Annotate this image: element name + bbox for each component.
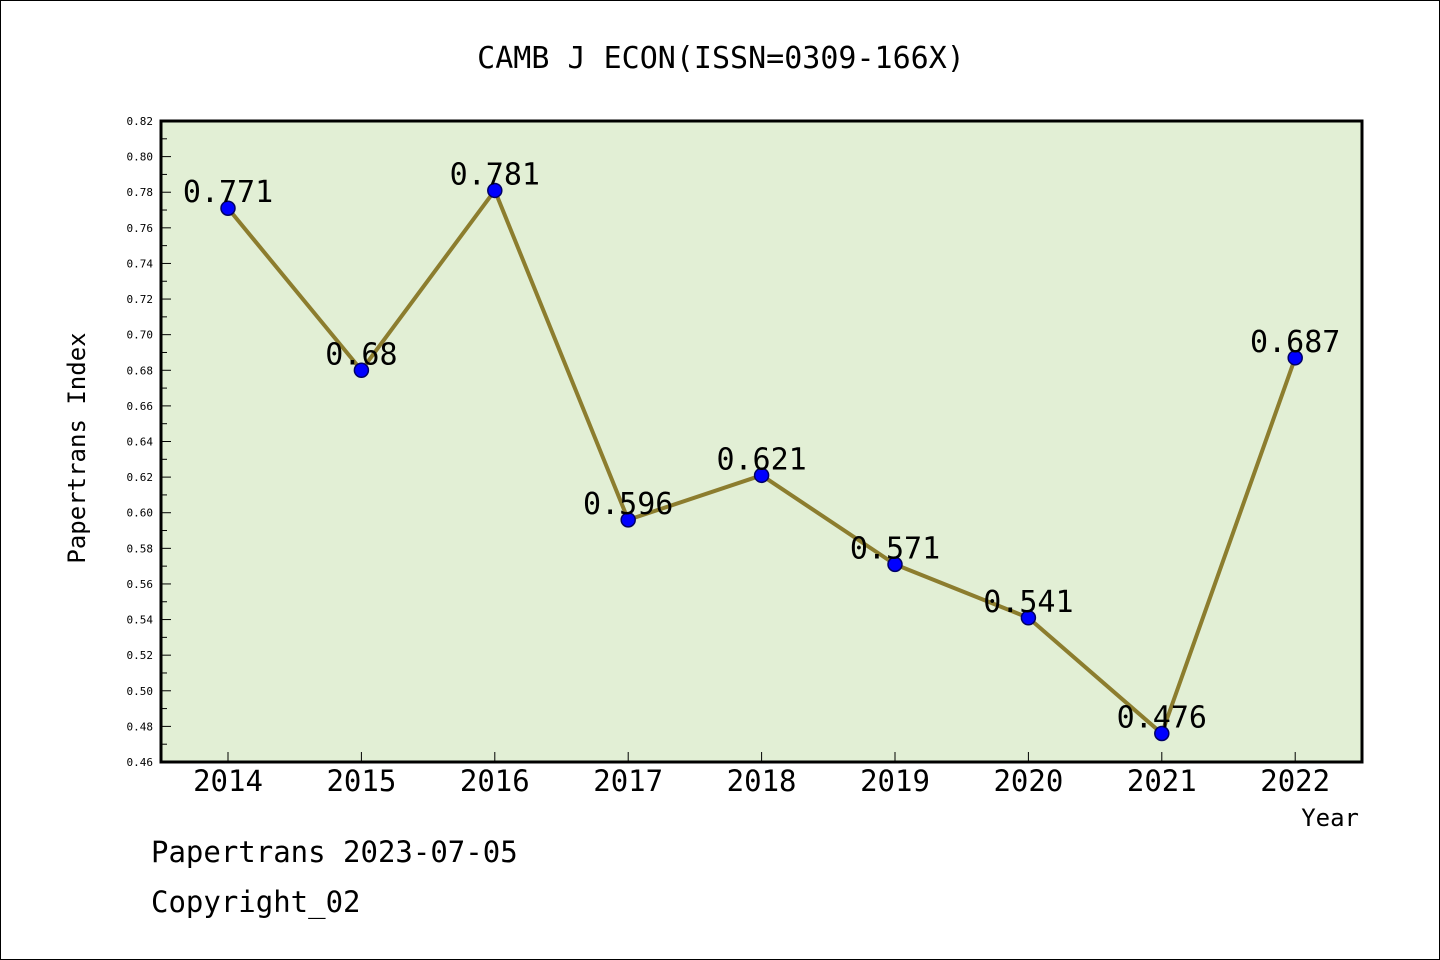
data-label: 0.541 — [983, 585, 1073, 620]
data-point — [487, 182, 503, 199]
data-label: 0.476 — [1117, 701, 1207, 736]
data-label: 0.687 — [1250, 325, 1340, 360]
y-tick-label: 0.76 — [127, 222, 154, 235]
x-tick-label: 2019 — [860, 764, 930, 798]
data-point — [753, 467, 770, 484]
plot-area — [159, 119, 1364, 764]
x-tick-label: 2020 — [993, 764, 1063, 798]
x-tick-label: 2021 — [1127, 764, 1197, 798]
data-label: 0.771 — [183, 175, 273, 210]
y-tick-label: 0.80 — [127, 151, 154, 164]
y-tick-label: 0.72 — [127, 293, 154, 306]
x-tick-label: 2016 — [460, 764, 530, 798]
x-axis-label: Year — [1301, 804, 1359, 832]
x-tick-label: 2017 — [593, 764, 663, 798]
x-tick-label: 2015 — [326, 764, 396, 798]
x-tick-label: 2014 — [193, 764, 263, 798]
footer-date: Papertrans 2023-07-05 — [151, 835, 518, 869]
y-tick-label: 0.52 — [127, 649, 154, 662]
data-point — [1020, 610, 1037, 626]
data-point — [1287, 350, 1303, 366]
y-tick-label: 0.66 — [127, 400, 154, 413]
series-markers — [220, 182, 1303, 742]
y-tick-label: 0.68 — [127, 364, 154, 377]
y-tick-label: 0.60 — [127, 507, 154, 520]
y-tick-label: 0.74 — [127, 257, 154, 270]
x-tick-label: 2018 — [727, 764, 797, 798]
data-labels: 0.771 0.68 0.781 0.596 0.621 0.571 0.541 0.476 0… — [183, 157, 1341, 735]
data-point — [353, 362, 370, 379]
y-tick-label: 0.62 — [127, 471, 154, 484]
data-point — [620, 512, 636, 528]
y-tick-label: 0.58 — [127, 542, 154, 555]
data-point — [887, 556, 903, 573]
y-tick-label: 0.50 — [127, 685, 154, 698]
y-tick-label: 0.46 — [127, 756, 154, 769]
y-axis: 0.46 0.48 0.50 0.52 0.54 0.56 0.58 0.60 0.62 0.64… — [127, 115, 171, 769]
y-tick-label: 0.78 — [127, 186, 154, 199]
x-tick-label: 2022 — [1260, 764, 1330, 798]
data-point — [1154, 725, 1170, 742]
data-label: 0.781 — [450, 157, 540, 192]
data-label: 0.621 — [716, 442, 806, 477]
y-tick-label: 0.54 — [127, 614, 154, 627]
data-point — [220, 200, 236, 216]
y-axis-label: Papertrans Index — [63, 332, 91, 563]
data-label: 0.571 — [850, 531, 940, 566]
data-label: 0.596 — [583, 487, 673, 522]
y-tick-label: 0.70 — [127, 329, 154, 342]
y-tick-label: 0.56 — [127, 578, 154, 591]
footer-copyright: Copyright_02 — [151, 885, 361, 919]
data-label: 0.68 — [325, 337, 397, 372]
y-tick-label: 0.82 — [127, 115, 154, 128]
chart-title: CAMB J ECON(ISSN=0309-166X) — [477, 41, 965, 76]
y-tick-label: 0.48 — [127, 720, 154, 733]
x-axis: 2014 2015 2016 2017 2018 2019 2020 2021 2022 — [193, 752, 1330, 798]
y-tick-label: 0.64 — [127, 436, 154, 449]
